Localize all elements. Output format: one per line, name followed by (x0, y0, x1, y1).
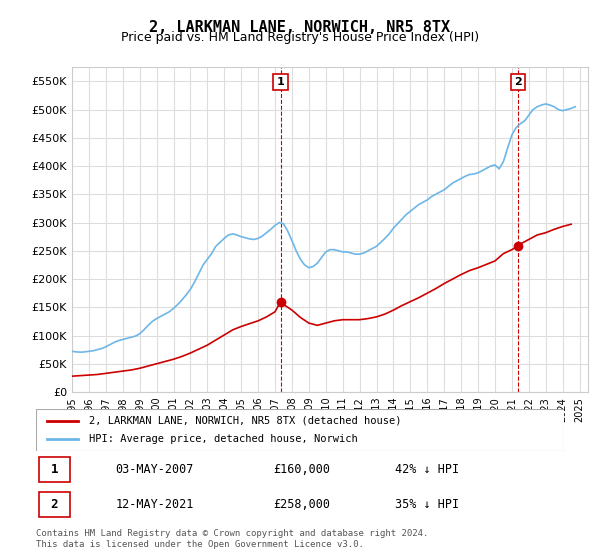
Text: 2: 2 (51, 498, 58, 511)
Text: £160,000: £160,000 (274, 463, 331, 476)
Text: Price paid vs. HM Land Registry's House Price Index (HPI): Price paid vs. HM Land Registry's House … (121, 31, 479, 44)
Text: 2: 2 (514, 77, 522, 87)
Text: Contains HM Land Registry data © Crown copyright and database right 2024.
This d: Contains HM Land Registry data © Crown c… (36, 529, 428, 549)
Text: 03-MAY-2007: 03-MAY-2007 (115, 463, 194, 476)
FancyBboxPatch shape (38, 492, 70, 516)
Text: 2, LARKMAN LANE, NORWICH, NR5 8TX: 2, LARKMAN LANE, NORWICH, NR5 8TX (149, 20, 451, 35)
Text: 1: 1 (277, 77, 284, 87)
Text: 42% ↓ HPI: 42% ↓ HPI (395, 463, 459, 476)
Text: £258,000: £258,000 (274, 498, 331, 511)
Text: HPI: Average price, detached house, Norwich: HPI: Average price, detached house, Norw… (89, 434, 358, 444)
Text: 1: 1 (51, 463, 58, 476)
Text: 35% ↓ HPI: 35% ↓ HPI (395, 498, 459, 511)
FancyBboxPatch shape (36, 409, 564, 451)
Text: 2, LARKMAN LANE, NORWICH, NR5 8TX (detached house): 2, LARKMAN LANE, NORWICH, NR5 8TX (detac… (89, 416, 401, 426)
FancyBboxPatch shape (38, 457, 70, 482)
Text: 12-MAY-2021: 12-MAY-2021 (115, 498, 194, 511)
